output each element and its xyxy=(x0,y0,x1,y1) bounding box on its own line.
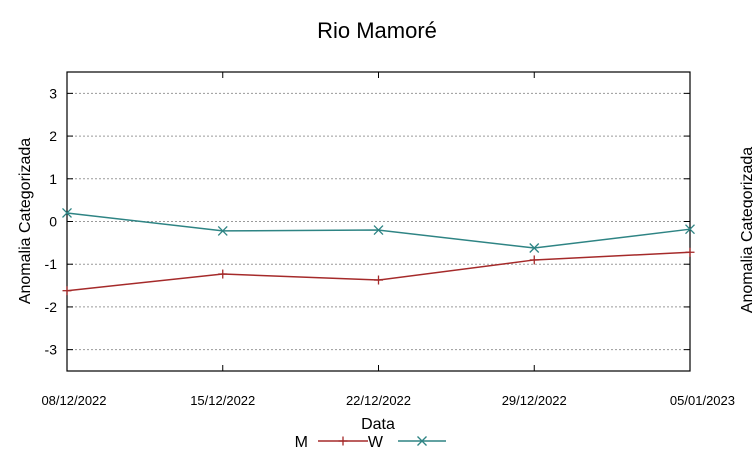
y-tick-label: 3 xyxy=(49,85,57,101)
data-point-M xyxy=(62,286,72,296)
x-tick-label: 29/12/2022 xyxy=(502,393,567,408)
series-M xyxy=(62,247,695,296)
data-point-W xyxy=(529,243,540,253)
x-tick-label: 05/01/2023 xyxy=(670,393,735,408)
data-point-M xyxy=(529,255,539,265)
y-tick-label: -2 xyxy=(45,299,58,315)
x-tick-label: 15/12/2022 xyxy=(190,393,255,408)
x-axis-ticks: 08/12/2022 15/12/2022 22/12/2022 29/12/2022… xyxy=(41,72,735,408)
data-point-M xyxy=(685,247,695,257)
y-tick-label: 2 xyxy=(49,128,57,144)
chart-title: Rio Mamoré xyxy=(317,18,437,43)
y-axis-ticks: 3 2 1 0 -1 -2 -3 xyxy=(45,85,690,358)
x-tick-label: 08/12/2022 xyxy=(41,393,106,408)
data-point-W xyxy=(62,207,72,218)
legend-label: M xyxy=(295,434,308,451)
y-tick-label: 1 xyxy=(49,171,57,187)
y-tick-label: -3 xyxy=(45,342,58,358)
grid xyxy=(67,92,690,351)
data-point-M xyxy=(374,275,383,285)
legend-entry-M: M xyxy=(295,434,368,451)
data-point-M xyxy=(218,269,228,279)
legend-entry-W: W xyxy=(368,434,446,451)
series-W xyxy=(62,207,695,253)
series xyxy=(62,207,695,296)
series-line-M xyxy=(66,251,691,292)
x-axis-label: Data xyxy=(361,416,395,433)
y-tick-label: 0 xyxy=(49,214,57,230)
data-point-W xyxy=(373,225,384,236)
x-tick-label: 22/12/2022 xyxy=(346,393,411,408)
legend-marker xyxy=(417,436,427,446)
legend-label: W xyxy=(368,434,384,451)
right-y-axis-label: Anomalia Categorizada xyxy=(739,147,753,313)
data-point-W xyxy=(685,224,695,235)
data-point-W xyxy=(217,225,228,236)
y-tick-label: -1 xyxy=(45,256,58,272)
y-axis-label: Anomalia Categorizada xyxy=(17,138,34,304)
